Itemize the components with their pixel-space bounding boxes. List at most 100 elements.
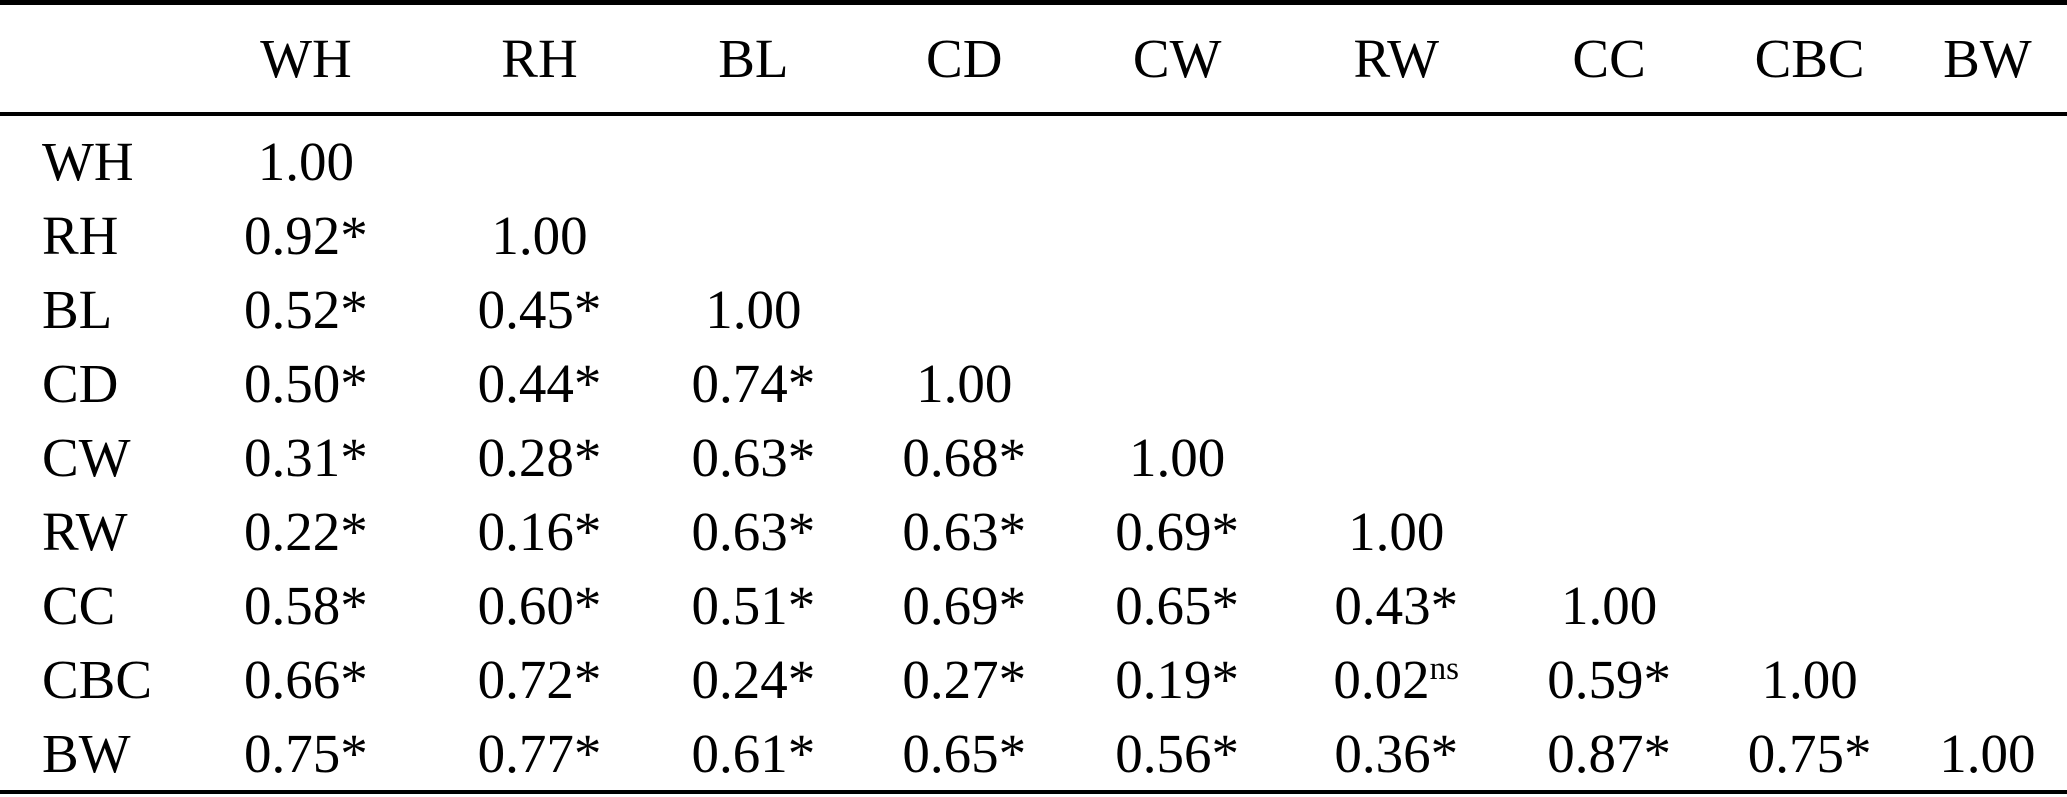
table-cell	[1711, 346, 1907, 420]
table-cell: 1.00	[257, 130, 355, 192]
table-cell	[1908, 642, 2067, 716]
table-cell: 1.00	[1560, 574, 1658, 636]
table-cell	[1711, 494, 1907, 568]
row-label: BW	[42, 722, 131, 784]
table-cell	[1711, 420, 1907, 494]
table-cell: 0.68*	[902, 426, 1027, 488]
table-cell: 0.60*	[477, 574, 602, 636]
column-header: CBC	[1711, 2, 1908, 116]
table-cell	[1507, 114, 1712, 198]
table-cell: 0.87*	[1547, 722, 1671, 784]
table-cell: 0.28*	[477, 426, 602, 488]
row-label: RH	[42, 204, 119, 266]
table-cell: 0.61*	[691, 722, 816, 784]
table-cell	[1069, 198, 1286, 272]
table-cell	[1908, 114, 2067, 198]
table-cell	[1908, 568, 2067, 642]
table-row: CD 0.50* 0.44* 0.74* 1.00	[0, 346, 2067, 420]
column-header: BW	[1907, 2, 2067, 116]
row-label: RW	[42, 500, 128, 562]
table-cell	[1507, 420, 1712, 494]
table-cell: 1.00	[916, 352, 1013, 414]
row-label: BL	[42, 278, 113, 340]
table-row: WH 1.00	[0, 114, 2067, 198]
table-cell: 0.63*	[902, 500, 1027, 562]
table-cell: 0.65*	[1115, 574, 1239, 636]
superscript-annotation: ns	[1429, 651, 1460, 688]
column-header: CC	[1506, 2, 1712, 116]
table-cell: 0.59*	[1547, 648, 1671, 710]
column-header: CD	[859, 2, 1069, 116]
table-cell	[1286, 272, 1507, 346]
table-cell	[647, 198, 860, 272]
row-label: WH	[42, 130, 134, 192]
table-cell: 0.75*	[1747, 722, 1872, 784]
column-header: BL	[646, 2, 860, 116]
column-header: RW	[1285, 2, 1507, 116]
row-label: CD	[42, 352, 119, 414]
table-cell	[1908, 198, 2067, 272]
table-cell: 0.63*	[691, 500, 816, 562]
table-cell	[1507, 272, 1712, 346]
row-label: CW	[42, 426, 131, 488]
table-cell	[1069, 114, 1286, 198]
table-cell: 1.00	[491, 204, 588, 266]
table-cell	[1711, 198, 1907, 272]
table-cell	[1711, 114, 1907, 198]
table-cell: 0.92*	[244, 204, 368, 266]
table-cell	[1507, 346, 1712, 420]
table-cell: 0.36*	[1334, 722, 1459, 784]
table-cell: 0.65*	[902, 722, 1027, 784]
table-cell: 0.72*	[477, 648, 602, 710]
table-cell: 0.27*	[902, 648, 1027, 710]
column-header: RH	[432, 2, 647, 116]
table-row: CW 0.31* 0.28* 0.63* 0.68* 1.00	[0, 420, 2067, 494]
table-cell	[1286, 114, 1507, 198]
table-cell	[860, 198, 1069, 272]
table-cell: 0.24*	[691, 648, 816, 710]
table-cell	[1908, 346, 2067, 420]
table-header: WH RH BL CD CW RW CC CBC BW	[0, 2, 2067, 116]
column-header: CW	[1068, 2, 1286, 116]
table-cell	[1711, 568, 1907, 642]
table-cell	[1286, 346, 1507, 420]
table-cell	[1507, 198, 1712, 272]
table-cell: 0.58*	[244, 574, 368, 636]
table-cell: 0.19*	[1115, 648, 1239, 710]
table-cell: 1.00	[1348, 500, 1445, 562]
table-cell: 0.66*	[244, 648, 368, 710]
table-cell: 1.00	[705, 278, 802, 340]
table-cell: 0.51*	[691, 574, 816, 636]
row-label: CBC	[42, 648, 153, 710]
table-cell: 1.00	[1761, 648, 1858, 710]
table-body: WH 1.00 RH 0.92* 1.00 BL 0.52* 0.45* 1.00 CD 0.50*…	[0, 114, 2067, 792]
table-cell: 1.00	[1129, 426, 1226, 488]
table-row: BW 0.75* 0.77* 0.61* 0.65* 0.56* 0.36* 0.87* 0.7…	[0, 716, 2067, 792]
table-cell	[1908, 420, 2067, 494]
table-cell	[1286, 420, 1507, 494]
table-row: RH 0.92* 1.00	[0, 198, 2067, 272]
table-cell: 0.69*	[1115, 500, 1239, 562]
table-cell	[1908, 494, 2067, 568]
table-cell	[860, 272, 1069, 346]
column-header: WH	[179, 2, 432, 116]
corner-cell	[0, 2, 180, 116]
table-cell: 1.00	[1939, 722, 2036, 784]
table-cell: 0.63*	[691, 426, 816, 488]
table-cell: 0.75*	[244, 722, 368, 784]
table-cell	[432, 114, 647, 198]
table-cell	[1069, 272, 1286, 346]
table-cell: 0.52*	[244, 278, 368, 340]
table-cell: 0.16*	[477, 500, 602, 562]
header-row: WH RH BL CD CW RW CC CBC BW	[0, 2, 2067, 116]
table-cell	[1286, 198, 1507, 272]
table-cell	[1908, 272, 2067, 346]
table-cell: 0.56*	[1115, 722, 1239, 784]
table-row: BL 0.52* 0.45* 1.00	[0, 272, 2067, 346]
table-cell: 0.45*	[477, 278, 602, 340]
table-cell: 0.22*	[244, 500, 368, 562]
table-cell: 0.31*	[244, 426, 368, 488]
table-cell: 0.77*	[477, 722, 602, 784]
